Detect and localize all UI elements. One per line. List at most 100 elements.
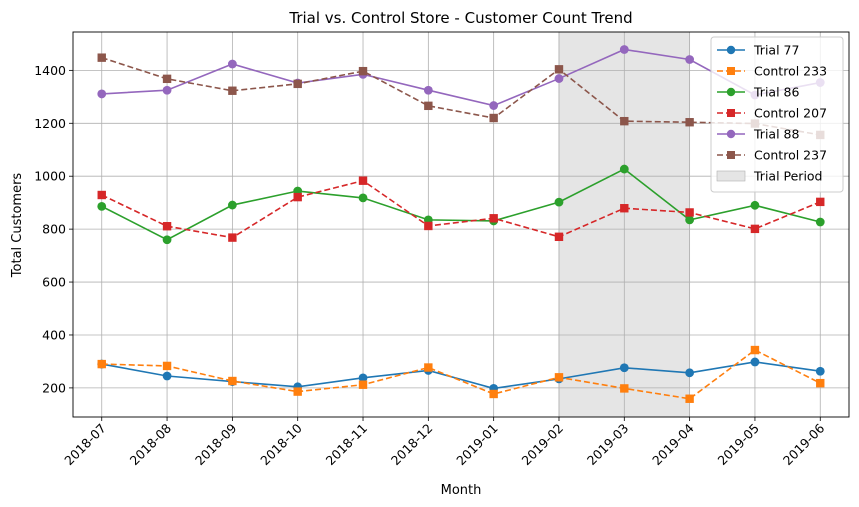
- data-point: [816, 378, 825, 388]
- legend-label: Trial Period: [753, 169, 823, 184]
- data-point: [750, 224, 760, 234]
- y-tick-label: 1400: [34, 63, 66, 78]
- data-point: [489, 214, 498, 223]
- data-point: [358, 373, 368, 383]
- data-point: [228, 233, 237, 242]
- data-point: [685, 118, 694, 127]
- legend-swatch-marker: [726, 45, 736, 55]
- data-point: [293, 387, 302, 396]
- data-point: [815, 217, 825, 227]
- legend-box: [710, 36, 844, 193]
- data-point: [293, 79, 302, 89]
- legend-label: Control 233: [754, 64, 827, 79]
- x-tick-label: 2018-12: [388, 421, 436, 469]
- data-point: [162, 235, 172, 245]
- legend-label: Trial 77: [753, 43, 799, 58]
- series-line: [101, 349, 821, 400]
- y-tick-label: 600: [42, 275, 66, 290]
- data-point: [162, 371, 172, 381]
- x-tick-label: 2018-10: [257, 420, 305, 468]
- grid-layer: [73, 32, 849, 417]
- series-control-207: [97, 176, 825, 242]
- data-point: [358, 193, 368, 203]
- x-axis-label: Month: [441, 483, 482, 498]
- x-tick-label: 2019-06: [780, 420, 828, 468]
- data-point: [358, 380, 368, 389]
- series-control-233: [97, 345, 825, 403]
- series-line: [101, 56, 821, 136]
- data-point: [554, 197, 564, 207]
- chart-title: Trial vs. Control Store - Customer Count…: [288, 9, 632, 27]
- legend-item: Control 233: [717, 64, 827, 79]
- legend-swatch-marker: [726, 87, 736, 97]
- series-line: [101, 48, 821, 107]
- data-point: [554, 65, 564, 74]
- series-layer: [97, 45, 825, 403]
- data-point: [97, 201, 107, 211]
- data-point: [228, 86, 237, 95]
- x-tick-label: 2018-09: [192, 420, 240, 468]
- data-point: [227, 59, 237, 69]
- legend-item: Trial Period: [716, 169, 823, 184]
- data-point: [97, 359, 106, 369]
- legend-swatch-marker: [727, 67, 735, 75]
- y-axis-label: Total Customers: [10, 173, 25, 279]
- data-point: [554, 74, 564, 83]
- data-point: [685, 215, 695, 225]
- data-point: [97, 89, 107, 99]
- legend-item: Trial 88: [717, 127, 799, 142]
- legend-label: Trial 86: [753, 85, 799, 100]
- data-point: [815, 366, 825, 376]
- legend-item: Trial 86: [717, 85, 799, 100]
- data-point: [162, 222, 172, 231]
- data-point: [685, 208, 694, 217]
- data-point: [620, 116, 629, 126]
- legend-item: Control 237: [717, 148, 827, 163]
- y-tick-label: 400: [42, 327, 66, 342]
- legend: Trial 77 Control 233 Trial 86 Control 207 Tr…: [710, 36, 844, 193]
- data-point: [554, 373, 564, 382]
- data-point: [554, 232, 564, 242]
- data-point: [489, 113, 498, 123]
- data-point: [162, 361, 172, 371]
- data-point: [227, 200, 237, 210]
- series-line: [101, 361, 821, 390]
- data-point: [685, 368, 695, 378]
- legend-swatch-marker: [726, 129, 736, 139]
- data-point: [424, 101, 433, 111]
- legend-label: Control 237: [754, 148, 827, 163]
- legend-swatch-marker: [727, 109, 735, 117]
- data-point: [750, 357, 760, 367]
- data-point: [620, 384, 629, 393]
- legend-item: Control 207: [717, 106, 827, 121]
- data-point: [685, 55, 695, 64]
- data-point: [97, 53, 106, 62]
- data-point: [162, 74, 172, 84]
- data-point: [423, 85, 433, 95]
- data-point: [750, 200, 760, 210]
- legend-label: Trial 88: [753, 127, 799, 142]
- x-tick-label: 2019-04: [649, 420, 697, 468]
- data-point: [620, 204, 629, 213]
- data-point: [97, 190, 106, 200]
- y-tick-label: 1200: [34, 116, 66, 131]
- plot-frame: [72, 31, 850, 418]
- legend-swatch-marker: [727, 151, 735, 159]
- x-tick-label: 2019-05: [715, 421, 763, 469]
- data-point: [489, 101, 499, 110]
- data-point: [619, 164, 629, 174]
- legend-swatch-shade: [716, 170, 746, 182]
- x-tick-label: 2019-01: [453, 421, 501, 469]
- y-tick-label: 200: [42, 380, 66, 395]
- data-point: [358, 66, 368, 76]
- data-point: [619, 363, 629, 373]
- legend-label: Control 207: [754, 106, 827, 121]
- x-tick-label: 2019-02: [519, 421, 567, 469]
- data-point: [162, 85, 172, 95]
- data-point: [619, 45, 629, 54]
- data-point: [228, 376, 237, 386]
- x-tick-label: 2018-08: [127, 420, 175, 468]
- x-tick-label: 2018-07: [61, 421, 109, 469]
- x-tick-label: 2018-11: [323, 421, 371, 469]
